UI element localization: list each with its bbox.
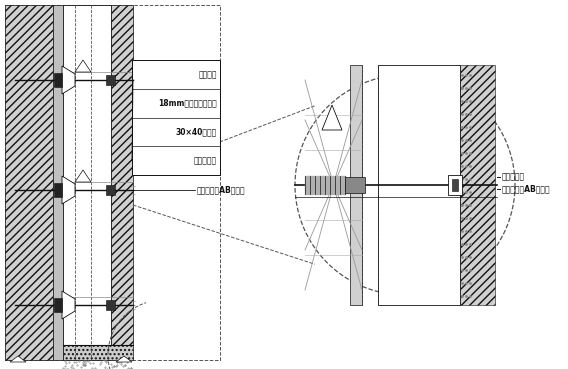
Text: 自投螺丝加AB胶粘结: 自投螺丝加AB胶粘结 xyxy=(197,186,245,194)
Bar xyxy=(350,65,362,305)
Text: 自投螺丝加AB胶粘结: 自投螺丝加AB胶粘结 xyxy=(502,184,550,193)
Bar xyxy=(452,179,458,191)
Bar xyxy=(106,75,115,85)
Text: 建筑结构层: 建筑结构层 xyxy=(194,156,217,165)
Text: 18mm多层板（防腑）: 18mm多层板（防腑） xyxy=(158,99,217,108)
Bar xyxy=(53,5,63,360)
Text: 石材墙面: 石材墙面 xyxy=(198,70,217,79)
Text: 石材側斜角: 石材側斜角 xyxy=(502,172,525,182)
Bar xyxy=(106,185,115,195)
Bar xyxy=(54,73,62,87)
Polygon shape xyxy=(75,60,91,72)
Polygon shape xyxy=(75,170,91,182)
Polygon shape xyxy=(62,176,75,204)
Bar xyxy=(5,5,53,360)
Polygon shape xyxy=(116,356,132,362)
Bar xyxy=(54,298,62,312)
Polygon shape xyxy=(10,356,26,362)
Bar xyxy=(345,177,365,193)
Polygon shape xyxy=(62,291,75,319)
Polygon shape xyxy=(322,105,342,130)
Polygon shape xyxy=(62,66,75,94)
Bar xyxy=(106,300,115,310)
Bar xyxy=(132,60,220,175)
Bar xyxy=(63,5,111,360)
Bar xyxy=(63,345,133,360)
Bar xyxy=(54,183,62,197)
Bar xyxy=(378,65,460,305)
Text: 30×40木龙骨: 30×40木龙骨 xyxy=(176,127,217,137)
Bar xyxy=(5,5,220,360)
Bar xyxy=(460,65,495,305)
Bar xyxy=(448,175,462,195)
Bar xyxy=(111,5,133,345)
